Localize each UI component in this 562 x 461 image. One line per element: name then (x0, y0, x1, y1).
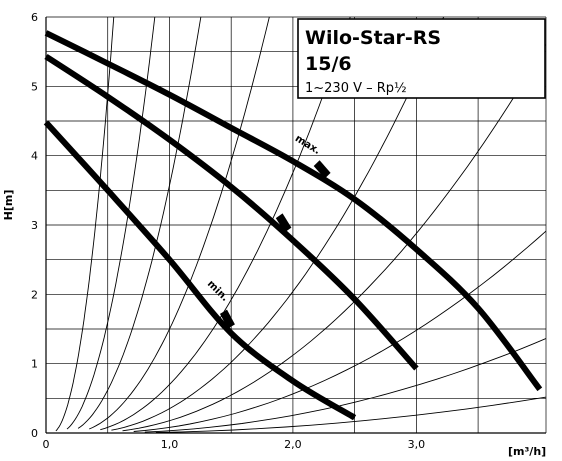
x-tick-label: 1,0 (161, 438, 179, 451)
title-box-frame (297, 18, 546, 99)
chart-spec: 1~230 V – Rp½ (305, 81, 407, 96)
system-curve (133, 230, 546, 432)
y-axis-title: H[m] (2, 190, 15, 221)
title-box: Wilo-Star-RS 15/6 1~230 V – Rp½ (297, 18, 546, 99)
y-tick-label: 1 (31, 358, 38, 371)
curve-marker (313, 160, 331, 179)
system-curve (144, 338, 546, 433)
curve-marker-group (275, 213, 292, 233)
axes: 0 1 2 3 4 5 6 0 1,0 2,0 3,0 (31, 11, 547, 451)
y-tick-label: 2 (31, 288, 38, 301)
system-curve (155, 396, 546, 433)
system-curve (66, 17, 156, 430)
x-tick-label: 0 (43, 438, 50, 451)
x-tick-label: 3,0 (408, 438, 426, 451)
curve-marker (219, 309, 235, 329)
y-tick-label: 6 (31, 11, 38, 24)
y-tick-label: 0 (31, 427, 38, 440)
curve-marker (275, 213, 292, 233)
y-tick-label: 4 (31, 150, 38, 163)
curve-label-min: min. (205, 279, 230, 304)
x-axis-title: [m³/h] (508, 445, 546, 458)
system-curve (89, 17, 270, 430)
pump-curve-mid (44, 54, 419, 371)
pump-curve-min (43, 120, 357, 421)
chart-title: Wilo-Star-RS (305, 27, 441, 49)
y-tick-label: 3 (31, 219, 38, 232)
pump-curve-max (44, 30, 543, 392)
pump-curves (43, 30, 543, 421)
curve-markers: max.min. (205, 133, 331, 329)
chart-subtitle: 15/6 (305, 53, 352, 75)
x-tick-label: 2,0 (284, 438, 302, 451)
y-tick-label: 5 (31, 80, 38, 93)
system-curve (77, 17, 202, 429)
